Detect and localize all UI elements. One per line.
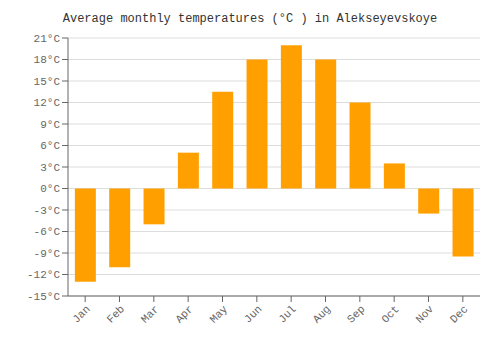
- svg-text:21°C: 21°C: [34, 33, 61, 45]
- svg-text:Nov: Nov: [414, 303, 437, 326]
- svg-text:Mar: Mar: [139, 303, 161, 325]
- svg-text:-3°C: -3°C: [34, 205, 61, 217]
- svg-text:-12°C: -12°C: [27, 269, 60, 281]
- svg-text:0°C: 0°C: [40, 183, 60, 195]
- svg-text:18°C: 18°C: [34, 54, 61, 66]
- svg-text:Dec: Dec: [448, 303, 470, 325]
- svg-text:Jun: Jun: [242, 303, 264, 325]
- html-text:Average monthly temperatures (: Average monthly temperatures (°C ) in Al…: [62, 12, 438, 26]
- svg-text:6°C: 6°C: [40, 140, 60, 152]
- svg-text:Sep: Sep: [345, 303, 367, 325]
- svg-text:9°C: 9°C: [40, 119, 60, 131]
- svg-text:-15°C: -15°C: [27, 291, 60, 303]
- svg-text:Jan: Jan: [70, 303, 92, 325]
- svg-text:Apr: Apr: [173, 303, 195, 325]
- svg-text:Jul: Jul: [276, 303, 298, 325]
- svg-text:15°C: 15°C: [34, 76, 61, 88]
- svg-text:May: May: [208, 303, 231, 326]
- svg-text:Aug: Aug: [311, 303, 333, 325]
- svg-text:Oct: Oct: [379, 303, 401, 325]
- svg-text:12°C: 12°C: [34, 97, 61, 109]
- svg-text:Feb: Feb: [105, 303, 127, 325]
- svg-text:3°C: 3°C: [40, 162, 60, 174]
- svg-text:-9°C: -9°C: [34, 248, 61, 260]
- svg-text:-6°C: -6°C: [34, 226, 61, 238]
